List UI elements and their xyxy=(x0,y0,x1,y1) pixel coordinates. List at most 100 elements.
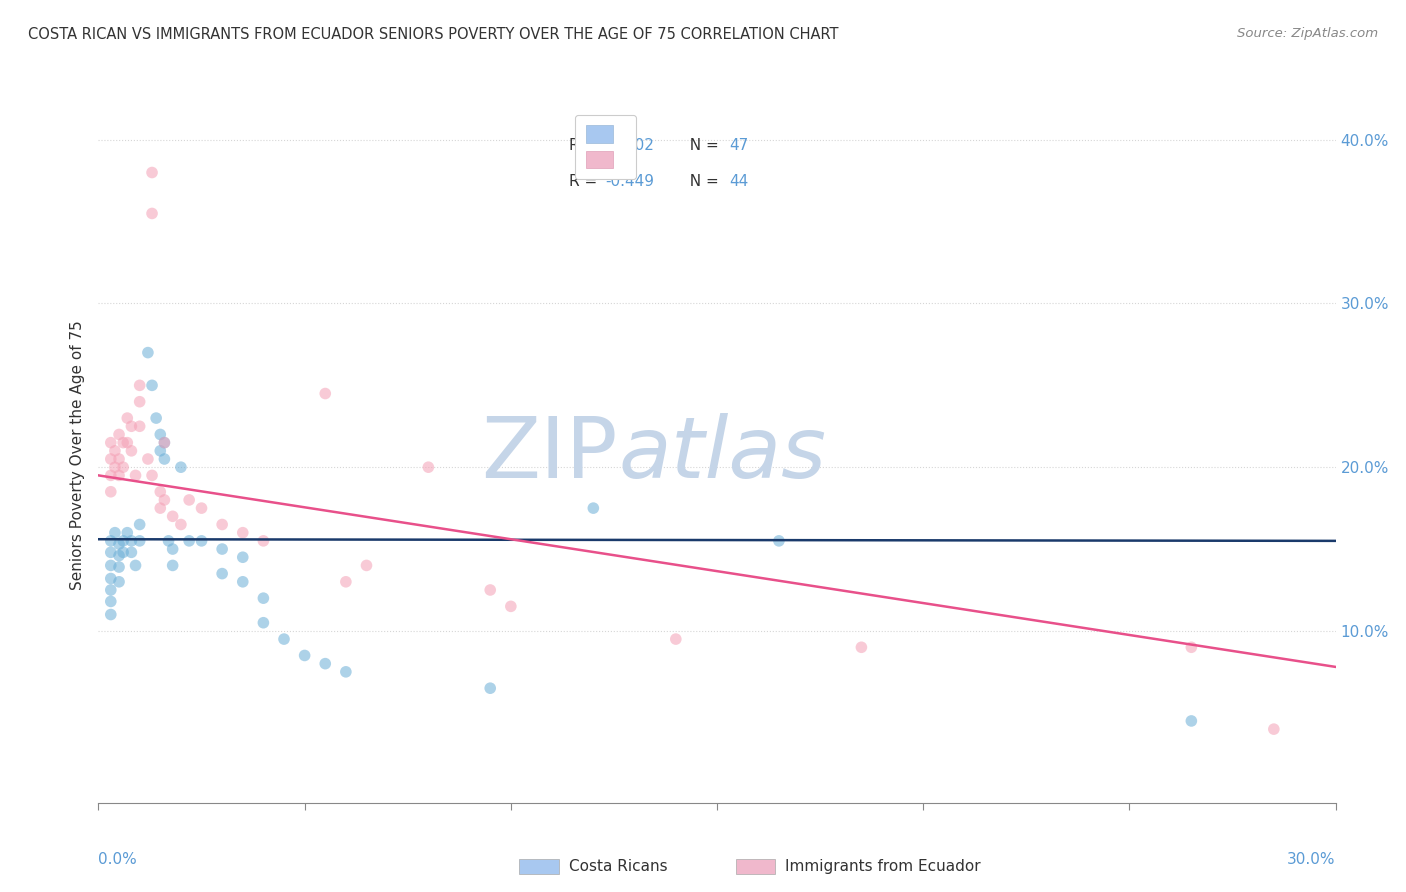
Point xyxy=(145,411,167,425)
Point xyxy=(108,574,131,589)
Point xyxy=(149,443,172,458)
Point xyxy=(335,574,357,589)
Point xyxy=(479,582,502,597)
Point xyxy=(273,632,295,646)
Point xyxy=(1180,714,1202,728)
Point xyxy=(252,591,274,606)
Point xyxy=(120,533,142,548)
Point xyxy=(294,648,316,663)
Text: 0.0%: 0.0% xyxy=(98,852,138,866)
Point xyxy=(100,607,122,622)
Point xyxy=(100,484,122,499)
Text: atlas: atlas xyxy=(619,413,827,497)
Point xyxy=(136,345,159,359)
Text: -0.449: -0.449 xyxy=(606,174,655,189)
Point xyxy=(100,468,122,483)
Point xyxy=(179,533,201,548)
Text: -0.002: -0.002 xyxy=(606,137,655,153)
Y-axis label: Seniors Poverty Over the Age of 75: Seniors Poverty Over the Age of 75 xyxy=(69,320,84,590)
Point xyxy=(108,427,131,442)
Point xyxy=(179,492,201,507)
Point xyxy=(170,517,193,532)
Point xyxy=(314,386,336,401)
Point xyxy=(232,574,254,589)
Point xyxy=(117,525,139,540)
Point xyxy=(851,640,873,655)
Point xyxy=(108,452,131,467)
Point xyxy=(112,545,135,559)
Text: COSTA RICAN VS IMMIGRANTS FROM ECUADOR SENIORS POVERTY OVER THE AGE OF 75 CORREL: COSTA RICAN VS IMMIGRANTS FROM ECUADOR S… xyxy=(28,27,838,42)
Point xyxy=(100,582,122,597)
Point xyxy=(157,533,180,548)
Point xyxy=(100,452,122,467)
Point xyxy=(153,492,176,507)
Point xyxy=(128,517,150,532)
Point xyxy=(100,545,122,559)
Point xyxy=(108,560,131,574)
Legend: , : , xyxy=(575,115,637,179)
FancyBboxPatch shape xyxy=(735,859,775,874)
Point xyxy=(128,378,150,392)
Point xyxy=(100,435,122,450)
Point xyxy=(104,460,127,475)
Point xyxy=(117,435,139,450)
Point xyxy=(100,594,122,608)
Point xyxy=(252,615,274,630)
Point xyxy=(1263,722,1285,736)
Point xyxy=(232,525,254,540)
Point xyxy=(124,558,146,573)
Text: Costa Ricans: Costa Ricans xyxy=(568,859,668,874)
Point xyxy=(120,545,142,559)
Point xyxy=(120,443,142,458)
Text: 30.0%: 30.0% xyxy=(1288,852,1336,866)
Point xyxy=(100,572,122,586)
Point xyxy=(314,657,336,671)
Point xyxy=(153,435,176,450)
Point xyxy=(162,542,184,557)
Point xyxy=(124,468,146,483)
Point xyxy=(120,419,142,434)
Point xyxy=(141,378,163,392)
Point xyxy=(108,468,131,483)
Point xyxy=(170,460,193,475)
Point xyxy=(232,550,254,565)
Text: N =: N = xyxy=(681,174,724,189)
Point xyxy=(190,501,212,516)
Point xyxy=(335,665,357,679)
Point xyxy=(665,632,688,646)
Point xyxy=(211,566,233,581)
Point xyxy=(112,460,135,475)
Point xyxy=(211,542,233,557)
FancyBboxPatch shape xyxy=(519,859,558,874)
Point xyxy=(104,443,127,458)
Point xyxy=(149,484,172,499)
Point xyxy=(768,533,790,548)
Point xyxy=(162,558,184,573)
Point xyxy=(356,558,378,573)
Point xyxy=(153,435,176,450)
Point xyxy=(499,599,522,614)
Point xyxy=(104,525,127,540)
Point xyxy=(108,537,131,551)
Point xyxy=(162,509,184,524)
Point xyxy=(252,533,274,548)
Point xyxy=(100,558,122,573)
Point xyxy=(153,452,176,467)
Point xyxy=(128,533,150,548)
Point xyxy=(128,394,150,409)
Point xyxy=(100,533,122,548)
Point xyxy=(141,468,163,483)
Point xyxy=(112,435,135,450)
Point xyxy=(149,501,172,516)
Text: Source: ZipAtlas.com: Source: ZipAtlas.com xyxy=(1237,27,1378,40)
Point xyxy=(149,427,172,442)
Point xyxy=(141,165,163,179)
Point xyxy=(117,411,139,425)
Point xyxy=(128,419,150,434)
Point xyxy=(136,452,159,467)
Text: 47: 47 xyxy=(730,137,748,153)
Point xyxy=(141,206,163,220)
Point xyxy=(1180,640,1202,655)
Point xyxy=(108,549,131,563)
Point xyxy=(190,533,212,548)
